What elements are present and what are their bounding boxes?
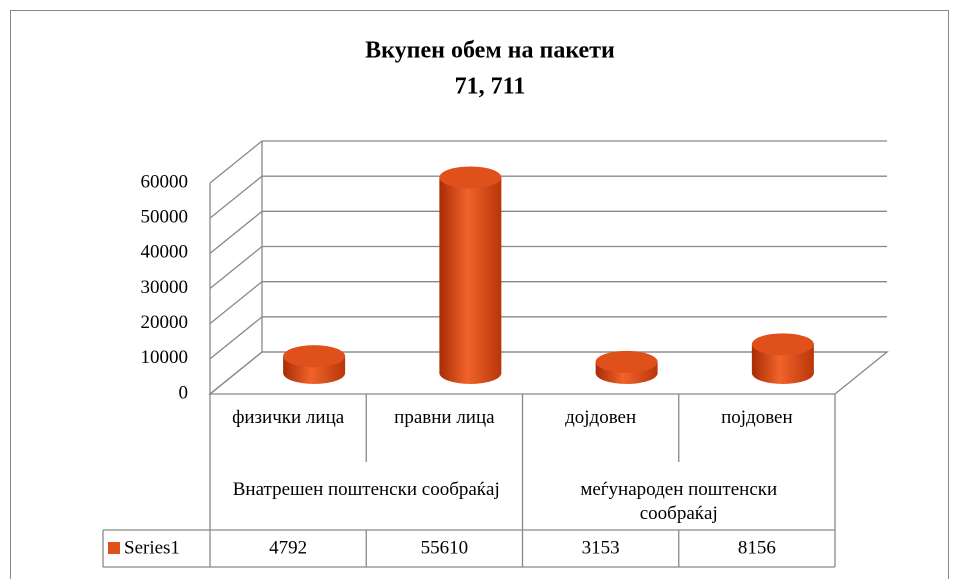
grid-line: [209, 175, 263, 219]
x-tick-label: правни лица: [394, 407, 495, 428]
y-tick-label: 0: [179, 382, 189, 403]
y-tick-label: 60000: [141, 171, 189, 192]
data-table-value: 4792: [269, 537, 307, 558]
chart-title: Вкупен обем на пакети: [365, 38, 615, 64]
y-tick-label: 50000: [141, 207, 189, 228]
grid-line: [209, 281, 263, 325]
chart-subtitle: 71, 711: [455, 74, 526, 100]
y-tick-label: 20000: [141, 312, 189, 333]
bar-top: [595, 350, 658, 373]
bar: [751, 344, 814, 384]
grid-line: [209, 316, 263, 360]
grid-line: [209, 245, 263, 290]
group-label: меѓународен поштенски сообраќај: [580, 479, 778, 524]
bar-top: [751, 333, 814, 356]
x-tick-label: појдовен: [721, 407, 793, 428]
y-tick-label: 10000: [141, 347, 189, 368]
bar-top: [439, 166, 502, 189]
legend-label: Series1: [124, 537, 180, 558]
y-tick-label: 30000: [141, 277, 189, 298]
data-table-value: 55610: [421, 537, 469, 558]
y-tick-label: 40000: [141, 242, 189, 263]
chart-border: [10, 10, 949, 579]
bar: [439, 177, 502, 384]
grid-line: [209, 351, 263, 395]
x-tick-label: физички лица: [232, 407, 345, 428]
data-table-value: 8156: [738, 537, 776, 558]
x-tick-label: дојдовен: [565, 407, 637, 428]
grid-line: [209, 140, 263, 184]
bar-top: [283, 345, 346, 368]
data-table-value: 3153: [582, 537, 620, 558]
grid-line: [209, 210, 263, 254]
legend-swatch: [108, 542, 120, 554]
group-label: Внатрешен поштенски сообраќај: [232, 479, 500, 500]
